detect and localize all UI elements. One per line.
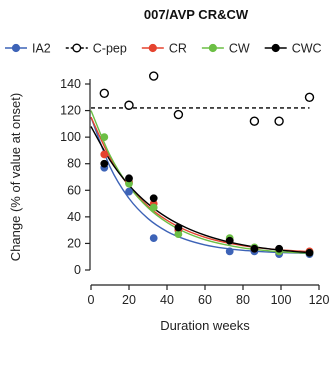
ia2-point [125, 187, 133, 196]
x-tick-label: 40 [160, 293, 174, 307]
ia2-point [149, 234, 158, 243]
c-pep-point [274, 116, 284, 126]
y-tick-label: 0 [74, 263, 81, 277]
c-pep-point [173, 109, 184, 120]
legend-label: CR [169, 42, 187, 56]
cw-point [174, 230, 183, 239]
x-tick-label: 100 [271, 293, 292, 307]
legend-marker [271, 43, 280, 53]
legend-item-cwc: CWC [264, 42, 322, 56]
cwc-point [275, 244, 283, 253]
cwc-point [149, 194, 158, 203]
x-tick-label: 120 [309, 293, 330, 307]
chart-title: 007/AVP CR&CW [144, 7, 249, 22]
data-points [99, 71, 315, 258]
y-tick-label: 80 [67, 157, 81, 171]
x-tick-label: 60 [198, 293, 212, 307]
cr-point [100, 150, 109, 159]
legend-label: IA2 [32, 42, 51, 56]
x-tick-label: 80 [236, 293, 250, 307]
y-axis-label: Change (% of value at onset) [8, 93, 23, 261]
legend-label: C-pep [93, 42, 127, 56]
cwc-point [174, 223, 183, 232]
x-ticks: 0 20 40 60 80 100 120 [88, 285, 330, 307]
c-pep-point [124, 100, 134, 110]
y-tick-label: 140 [60, 77, 81, 91]
legend-item-cr: CR [141, 42, 187, 56]
legend-item-ia2: IA2 [5, 42, 51, 56]
y-tick-label: 40 [67, 210, 81, 224]
cwc-point [125, 174, 133, 183]
cr-fit-line [90, 116, 310, 253]
legend: IA2 C-pep CR CW CWC [5, 42, 322, 56]
y-tick-label: 60 [67, 183, 81, 197]
y-ticks: 0 20 40 60 80 100 120 140 [60, 77, 90, 277]
legend-item-cw: CW [201, 42, 250, 56]
x-tick-label: 20 [122, 293, 136, 307]
cwc-point [250, 244, 259, 253]
cw-fit-line [90, 110, 310, 255]
fit-curves [90, 107, 310, 255]
cwc-point [305, 248, 314, 257]
legend-marker [72, 43, 82, 53]
y-tick-label: 120 [60, 104, 81, 118]
cwc-point [100, 159, 109, 168]
legend-marker [148, 43, 157, 53]
cw-point [149, 203, 158, 212]
legend-label: CW [229, 42, 250, 56]
x-axis-label: Duration weeks [160, 318, 250, 333]
c-pep-point [99, 88, 110, 99]
x-tick-label: 0 [88, 293, 95, 307]
c-pep-point [148, 71, 159, 81]
c-pep-point [304, 92, 315, 102]
y-tick-label: 20 [67, 236, 81, 250]
cwc-point [225, 236, 234, 245]
legend-label: CWC [292, 42, 322, 56]
legend-marker [11, 43, 21, 53]
legend-marker [208, 43, 217, 53]
ia2-point [225, 247, 234, 256]
c-pep-point [249, 116, 260, 126]
legend-item-c-pep: C-pep [65, 42, 127, 56]
cw-point [100, 133, 109, 142]
cwc-fit-line [90, 126, 310, 254]
y-tick-label: 100 [60, 130, 81, 144]
